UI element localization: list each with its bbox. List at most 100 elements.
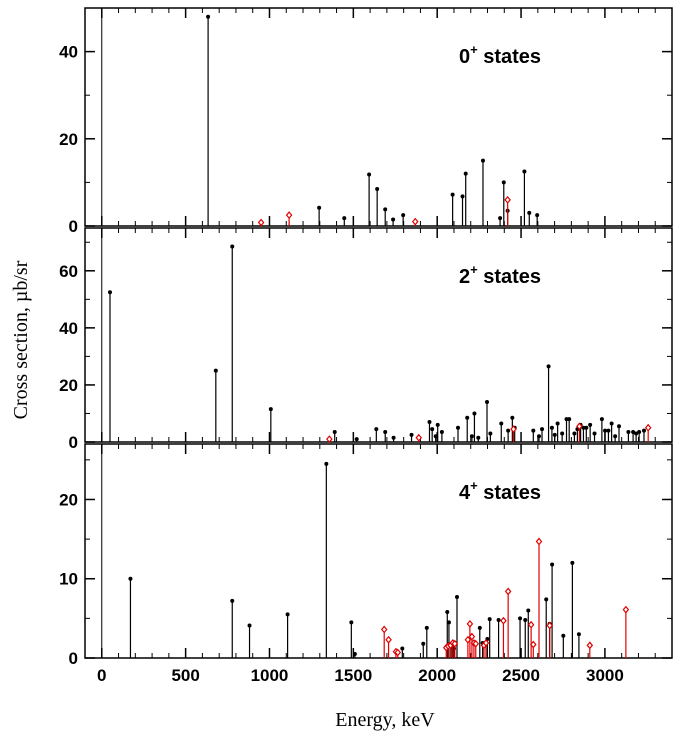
point-red	[380, 625, 388, 634]
y-tick-label: 20	[59, 490, 78, 509]
point-black	[549, 425, 554, 430]
panel-0: 0 20 40 0+ states	[59, 7, 673, 236]
plot-layer: 0 20 40 0+ states 0 20 40 60 2+ states 0 10 20 4+ st…	[59, 7, 673, 685]
point-red	[385, 635, 392, 644]
point-black	[518, 616, 523, 621]
panel-frame	[84, 227, 673, 443]
point-black	[498, 216, 503, 221]
point-black	[506, 428, 511, 433]
point-black	[285, 612, 290, 617]
point-black	[324, 461, 329, 466]
point-black	[455, 425, 460, 430]
point-red	[451, 639, 459, 648]
point-red	[576, 422, 583, 431]
point-black	[206, 14, 211, 19]
point-black	[488, 431, 493, 436]
point-red	[394, 648, 402, 657]
point-black	[567, 417, 572, 422]
point-red	[510, 425, 517, 434]
point-black	[523, 617, 528, 622]
point-black	[641, 428, 646, 433]
point-black	[400, 646, 405, 651]
point-black	[268, 407, 273, 412]
point-black	[450, 192, 455, 197]
panel-2: 0 10 20 4+ states	[59, 443, 673, 668]
point-black	[128, 576, 133, 581]
point-black	[510, 415, 515, 420]
point-black	[487, 617, 492, 622]
point-red	[411, 217, 419, 226]
point-black	[230, 598, 235, 603]
point-black	[469, 434, 474, 439]
point-red	[257, 218, 265, 227]
point-black	[352, 652, 357, 657]
point-black	[527, 210, 532, 215]
y-tick-label: 0	[69, 649, 78, 668]
point-black	[631, 430, 636, 435]
point-black	[213, 368, 218, 373]
point-red	[415, 433, 423, 442]
point-black	[613, 434, 618, 439]
point-black	[465, 415, 470, 420]
point-black	[409, 432, 414, 437]
point-black	[588, 422, 593, 427]
point-black	[472, 411, 477, 416]
y-axis-title: Cross section, µb/sr	[10, 260, 32, 419]
panel-label: 2+ states	[459, 262, 541, 288]
point-red	[530, 640, 537, 649]
point-black	[391, 435, 396, 440]
panel-frame	[84, 7, 673, 227]
point-black	[561, 633, 566, 638]
point-black	[537, 434, 542, 439]
point-black	[383, 430, 388, 435]
point-red	[504, 587, 512, 596]
point-black	[626, 430, 631, 435]
point-black	[606, 428, 611, 433]
point-black	[430, 427, 435, 432]
point-red	[500, 616, 507, 625]
point-black	[535, 213, 540, 218]
point-black	[391, 217, 396, 222]
y-tick-label: 20	[59, 130, 78, 149]
point-red	[472, 639, 480, 648]
point-black	[570, 560, 575, 565]
point-black	[374, 427, 379, 432]
x-tick-label: 3000	[586, 666, 624, 685]
point-black	[439, 430, 444, 435]
point-red	[466, 619, 474, 628]
point-black	[477, 625, 482, 630]
point-red	[326, 435, 333, 444]
x-tick-label: 2000	[418, 666, 456, 685]
point-black	[540, 427, 545, 432]
point-black	[445, 610, 450, 615]
panel-label: 4+ states	[459, 478, 541, 504]
point-red	[644, 423, 652, 432]
y-tick-label: 0	[69, 433, 78, 452]
point-red	[535, 537, 543, 546]
point-black	[435, 422, 440, 427]
y-tick-label: 60	[59, 262, 78, 281]
point-black	[354, 437, 359, 442]
y-tick-label: 40	[59, 319, 78, 338]
point-black	[603, 428, 608, 433]
point-black	[572, 431, 577, 436]
point-black	[433, 434, 438, 439]
point-black	[637, 430, 642, 435]
point-black	[552, 432, 557, 437]
point-black	[401, 213, 406, 218]
point-black	[501, 180, 506, 185]
point-black	[584, 425, 589, 430]
point-black	[460, 194, 465, 199]
point-black	[480, 158, 485, 163]
point-black	[496, 617, 501, 622]
point-red	[482, 639, 490, 647]
point-black	[230, 244, 235, 249]
panel-1: 0 20 40 60 2+ states	[59, 227, 673, 452]
point-red	[285, 211, 293, 220]
point-black	[367, 172, 372, 177]
point-black	[476, 435, 481, 440]
y-tick-label: 10	[59, 570, 78, 589]
point-black	[424, 625, 429, 630]
point-black	[526, 608, 531, 613]
